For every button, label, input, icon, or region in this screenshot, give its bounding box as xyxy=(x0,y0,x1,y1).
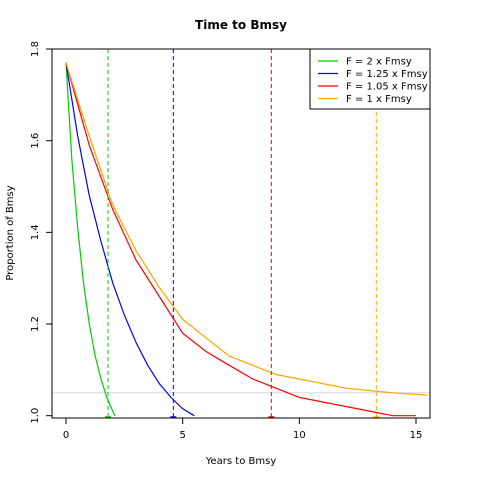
x-tick-label-2: 10 xyxy=(293,430,306,441)
x-tick-label-3: 15 xyxy=(410,430,423,441)
plot-area: 0 5 10 15 1.0 1.2 1.4 1.6 1.8 xyxy=(30,41,431,441)
series-line-0 xyxy=(65,62,116,416)
legend-label-0: F = 2 x Fmsy xyxy=(346,57,412,68)
y-tick-label-1: 1.2 xyxy=(30,316,41,332)
y-tick-label-2: 1.4 xyxy=(30,224,41,240)
x-tick-label-0: 0 xyxy=(63,430,69,441)
series-line-2 xyxy=(65,62,416,417)
y-tick-label-0: 1.0 xyxy=(30,408,41,424)
y-axis-label: Proportion of Bmsy xyxy=(5,185,16,280)
y-tick-label-4: 1.8 xyxy=(30,41,41,57)
x-axis-label: Years to Bmsy xyxy=(205,456,277,467)
series-line-3 xyxy=(65,62,428,396)
legend-label-1: F = 1.25 x Fmsy xyxy=(346,69,428,80)
plot-frame xyxy=(51,48,431,419)
legend-label-2: F = 1.05 x Fmsy xyxy=(346,82,428,93)
x-tick-label-1: 5 xyxy=(179,430,185,441)
chart-title: Time to Bmsy xyxy=(195,18,287,32)
legend-label-3: F = 1 x Fmsy xyxy=(346,94,412,105)
y-tick-label-3: 1.6 xyxy=(30,133,41,149)
